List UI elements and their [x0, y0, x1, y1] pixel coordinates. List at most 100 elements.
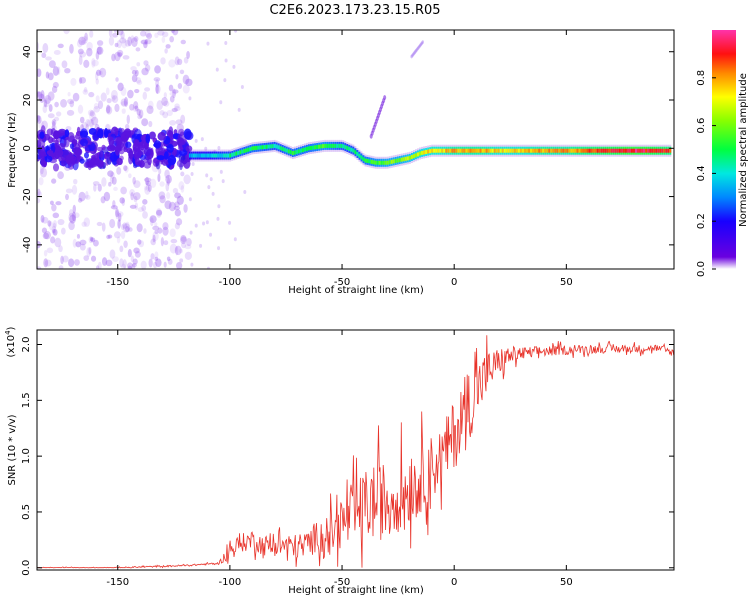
spectrogram-ridge-core: [275, 144, 278, 149]
spectrogram-ridge-core: [227, 153, 230, 158]
spectrogram-ridge-core: [487, 148, 490, 153]
spectrogram-ridge-core: [362, 157, 365, 162]
spectrogram-noise-speck: [163, 92, 167, 99]
spectrogram-ridge-core: [578, 148, 581, 153]
spectrogram-noise-speck: [166, 143, 174, 153]
spectrogram-noise-speck: [120, 101, 128, 106]
spectrogram-ridge-core: [271, 144, 274, 149]
spectrogram-noise-speck: [131, 74, 138, 83]
spectrogram-noise-speck: [79, 243, 86, 251]
spectrogram-noise-speck: [200, 137, 204, 142]
spectrogram-ridge-core: [421, 150, 423, 155]
spectrogram-noise-speck: [41, 52, 47, 59]
spectrogram-noise-speck: [128, 154, 133, 165]
spectrogram-noise-speck: [137, 114, 143, 120]
colorbar-tick-label: 0.0: [696, 261, 707, 277]
colorbar-tick-label: 0.2: [696, 213, 707, 229]
spectrogram-noise-speck: [69, 100, 75, 108]
spectrogram-ridge-core: [435, 148, 438, 153]
spectrogram-ridge-core: [550, 148, 553, 153]
spectrogram-noise-speck: [103, 128, 109, 139]
spectrogram-ridge-core: [338, 143, 341, 148]
spectrogram-ridge-core: [536, 148, 539, 153]
spectrogram-noise-speck: [205, 220, 209, 225]
spectrogram-ridge-core: [372, 160, 375, 165]
spectrogram-noise-speck: [99, 70, 103, 76]
spectrogram-noise-speck: [105, 105, 113, 115]
spectrogram-noise-speck: [91, 59, 99, 67]
spectrogram-noise-speck: [97, 183, 102, 192]
spectrogram-noise-speck: [188, 96, 192, 101]
spectrogram-noise-speck: [55, 201, 62, 206]
spectrogram-noise-speck: [417, 45, 420, 50]
spectrogram-noise-speck: [113, 231, 121, 239]
spectrogram-noise-speck: [175, 119, 183, 125]
spectrogram-noise-speck: [181, 241, 187, 249]
spectrogram-noise-speck: [82, 89, 89, 95]
spectrogram-ridge-core: [465, 148, 468, 153]
spectrogram-noise-speck: [137, 207, 144, 213]
spectrogram-ridge-core: [507, 148, 510, 153]
spectrogram-noise-speck: [132, 262, 137, 268]
spectrogram-ridge-core: [606, 148, 609, 153]
spectrogram-noise-speck: [150, 253, 155, 260]
spectrogram-ridge-core: [433, 148, 436, 153]
spectrogram-ridge-core: [513, 148, 516, 153]
spectrogram-noise-speck: [180, 171, 185, 177]
spectrogram-noise-speck: [206, 266, 210, 269]
spectrogram-noise-speck: [65, 193, 69, 201]
spectrogram-ridge-core: [406, 156, 409, 161]
spectrogram-noise-speck: [108, 36, 115, 46]
spectrogram-noise-speck: [410, 54, 413, 59]
spectrogram-noise-speck: [50, 236, 56, 244]
spectrogram-noise-speck: [61, 227, 66, 235]
spectrogram-noise-speck: [45, 56, 52, 61]
spectrogram-noise-speck: [180, 236, 187, 243]
spectrogram-noise-speck: [44, 155, 53, 163]
spectrogram-noise-speck: [40, 215, 45, 223]
spectrogram-ridge-core: [360, 155, 363, 160]
spectrogram-ridge-core: [612, 148, 615, 153]
spectrogram-noise-speck: [129, 189, 135, 197]
spectrogram-noise-speck: [171, 107, 178, 113]
spectrogram-ridge-core: [667, 148, 670, 153]
spectrogram-noise-speck: [83, 87, 88, 93]
spectrogram-noise-speck: [154, 222, 158, 227]
spectrogram-noise-speck: [237, 107, 241, 112]
spectrogram-noise-speck: [141, 205, 147, 212]
spectrogram-noise-speck: [185, 78, 193, 87]
spectrogram-noise-speck: [112, 256, 119, 263]
spectrogram-noise-speck: [73, 178, 78, 185]
spectrogram-ridge-core: [439, 148, 442, 153]
spectrogram-noise-speck: [162, 222, 169, 231]
spectrogram-noise-speck: [70, 158, 76, 166]
spectrogram-noise-speck: [79, 128, 89, 140]
spectrogram-noise-speck: [85, 194, 91, 200]
spectrogram-noise-speck: [148, 258, 153, 268]
spectrogram-noise-speck: [54, 101, 59, 108]
spectrogram-noise-speck: [178, 181, 185, 190]
spectrogram-noise-speck: [57, 218, 65, 226]
spectrogram-noise-speck: [89, 110, 95, 117]
spectrogram-noise-speck: [51, 204, 57, 212]
spectrogram-noise-speck: [37, 197, 41, 204]
spectrogram-ridge-core: [604, 148, 607, 153]
spectrogram-noise-speck: [43, 249, 48, 257]
spectrogram-ridge-core: [291, 151, 294, 156]
spectrogram-noise-speck: [37, 266, 42, 269]
spectrogram-noise-speck: [95, 71, 99, 81]
spectrogram-noise-speck: [37, 91, 43, 100]
spectrogram-noise-speck: [52, 66, 60, 76]
snr-x-tick-label: -100: [219, 577, 242, 588]
spectrogram-ridge-core: [548, 148, 551, 153]
spectrogram-ridge-core: [530, 148, 532, 153]
spectrogram-noise-speck: [174, 245, 182, 256]
spectrogram-noise-speck: [148, 100, 154, 110]
spectrogram-noise-speck: [121, 198, 126, 206]
spectrogram-ridge-core: [628, 148, 631, 153]
spectrogram-ridge-core: [364, 158, 367, 163]
spectrogram-noise-speck: [169, 119, 176, 126]
spectrogram-ridge-core: [336, 143, 339, 148]
snr-scale-label: (x104): [4, 326, 17, 357]
colorbar-tick-label: 0.8: [696, 70, 707, 86]
